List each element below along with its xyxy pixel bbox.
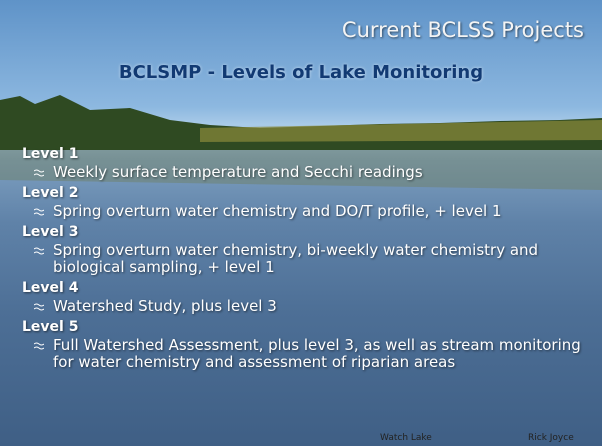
item-text: Watershed Study, plus level 3 [53,297,277,315]
page: Current BCLSS Projects BCLSMP - Levels o… [0,0,602,446]
bullet [34,208,44,216]
item-text: Weekly surface temperature and Secchi re… [53,163,423,181]
item-text: Full Watershed Assessment, plus level 3,… [53,336,581,371]
bullet [34,247,44,255]
level-label: Level 5 [22,319,587,335]
subtitle: BCLSMP - Levels of Lake Monitoring [0,62,602,83]
title: Current BCLSS Projects [342,18,584,42]
level-label: Level 4 [22,280,587,296]
slide: Current BCLSS Projects BCLSMP - Levels o… [0,0,602,446]
footer-author: Rick Joyce [528,433,574,443]
bullet [34,303,44,311]
level-item: Spring overturn water chemistry and DO/T… [22,203,587,220]
level-item: Full Watershed Assessment, plus level 3,… [22,337,587,371]
item-text: Spring overturn water chemistry and DO/T… [53,202,502,220]
level-item: Spring overturn water chemistry, bi-week… [22,242,587,276]
bullet [34,169,44,177]
footer-location: Watch Lake [380,433,432,443]
level-item: Weekly surface temperature and Secchi re… [22,164,587,181]
bullet [34,342,44,350]
level-label: Level 2 [22,185,587,201]
level-label: Level 1 [22,146,587,162]
item-text: Spring overturn water chemistry, bi-week… [53,241,538,276]
sunlit-trees [200,120,602,142]
level-label: Level 3 [22,224,587,240]
level-item: Watershed Study, plus level 3 [22,298,587,315]
